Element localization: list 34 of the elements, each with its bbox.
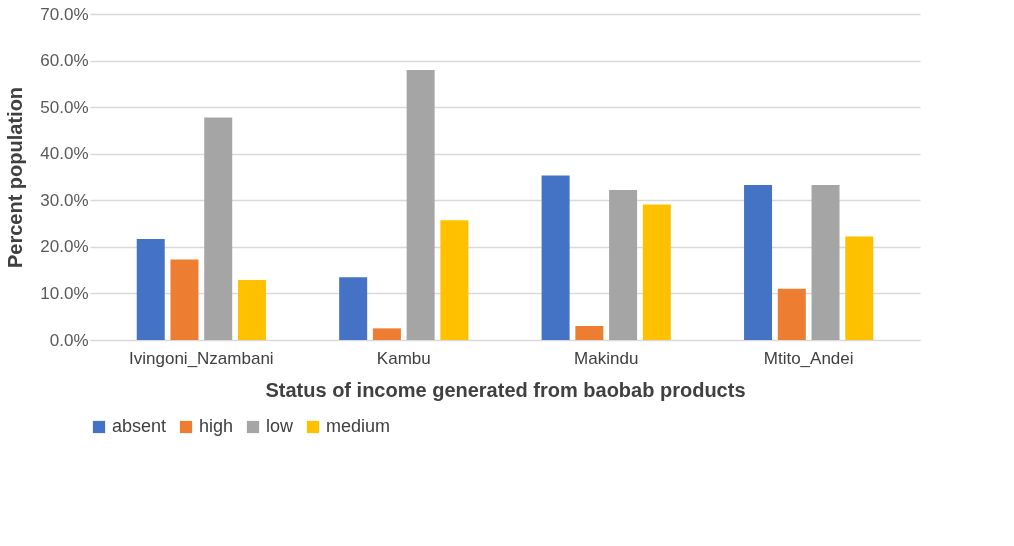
bar bbox=[406, 69, 435, 340]
x-tick-label: Makindu bbox=[574, 348, 639, 368]
bar bbox=[777, 288, 806, 340]
y-tick-label: 30.0% bbox=[40, 190, 89, 210]
y-tick-label: 60.0% bbox=[40, 51, 89, 71]
x-axis-title: Status of income generated from baobab products bbox=[265, 378, 746, 401]
bar bbox=[845, 236, 874, 340]
bar bbox=[642, 204, 671, 340]
bar bbox=[440, 220, 469, 340]
bar bbox=[609, 190, 638, 340]
bar bbox=[744, 184, 773, 340]
y-tick-label: 40.0% bbox=[40, 144, 89, 164]
y-tick-label: 50.0% bbox=[40, 97, 89, 117]
y-tick-label: 70.0% bbox=[40, 4, 89, 24]
x-tick-label: Ivingoni_Nzambani bbox=[129, 348, 274, 368]
legend-label: absent bbox=[112, 416, 167, 436]
bar bbox=[372, 328, 401, 340]
bar bbox=[575, 326, 604, 340]
y-tick-label: 20.0% bbox=[40, 237, 89, 257]
y-tick-label: 10.0% bbox=[40, 283, 89, 303]
bar bbox=[204, 117, 233, 340]
bar bbox=[136, 238, 165, 340]
legend-label: low bbox=[266, 416, 295, 436]
bar bbox=[811, 184, 840, 340]
bar bbox=[237, 279, 266, 340]
x-tick-label: Mtito_Andei bbox=[763, 348, 854, 368]
bar bbox=[541, 175, 570, 340]
legend-label: medium bbox=[326, 416, 391, 436]
bar bbox=[170, 259, 199, 340]
y-axis-title: Percent population bbox=[4, 86, 27, 269]
y-tick-label: 0.0% bbox=[49, 330, 89, 350]
bar bbox=[339, 277, 368, 340]
legend-label: high bbox=[199, 416, 234, 436]
x-tick-label: Kambu bbox=[376, 348, 431, 368]
